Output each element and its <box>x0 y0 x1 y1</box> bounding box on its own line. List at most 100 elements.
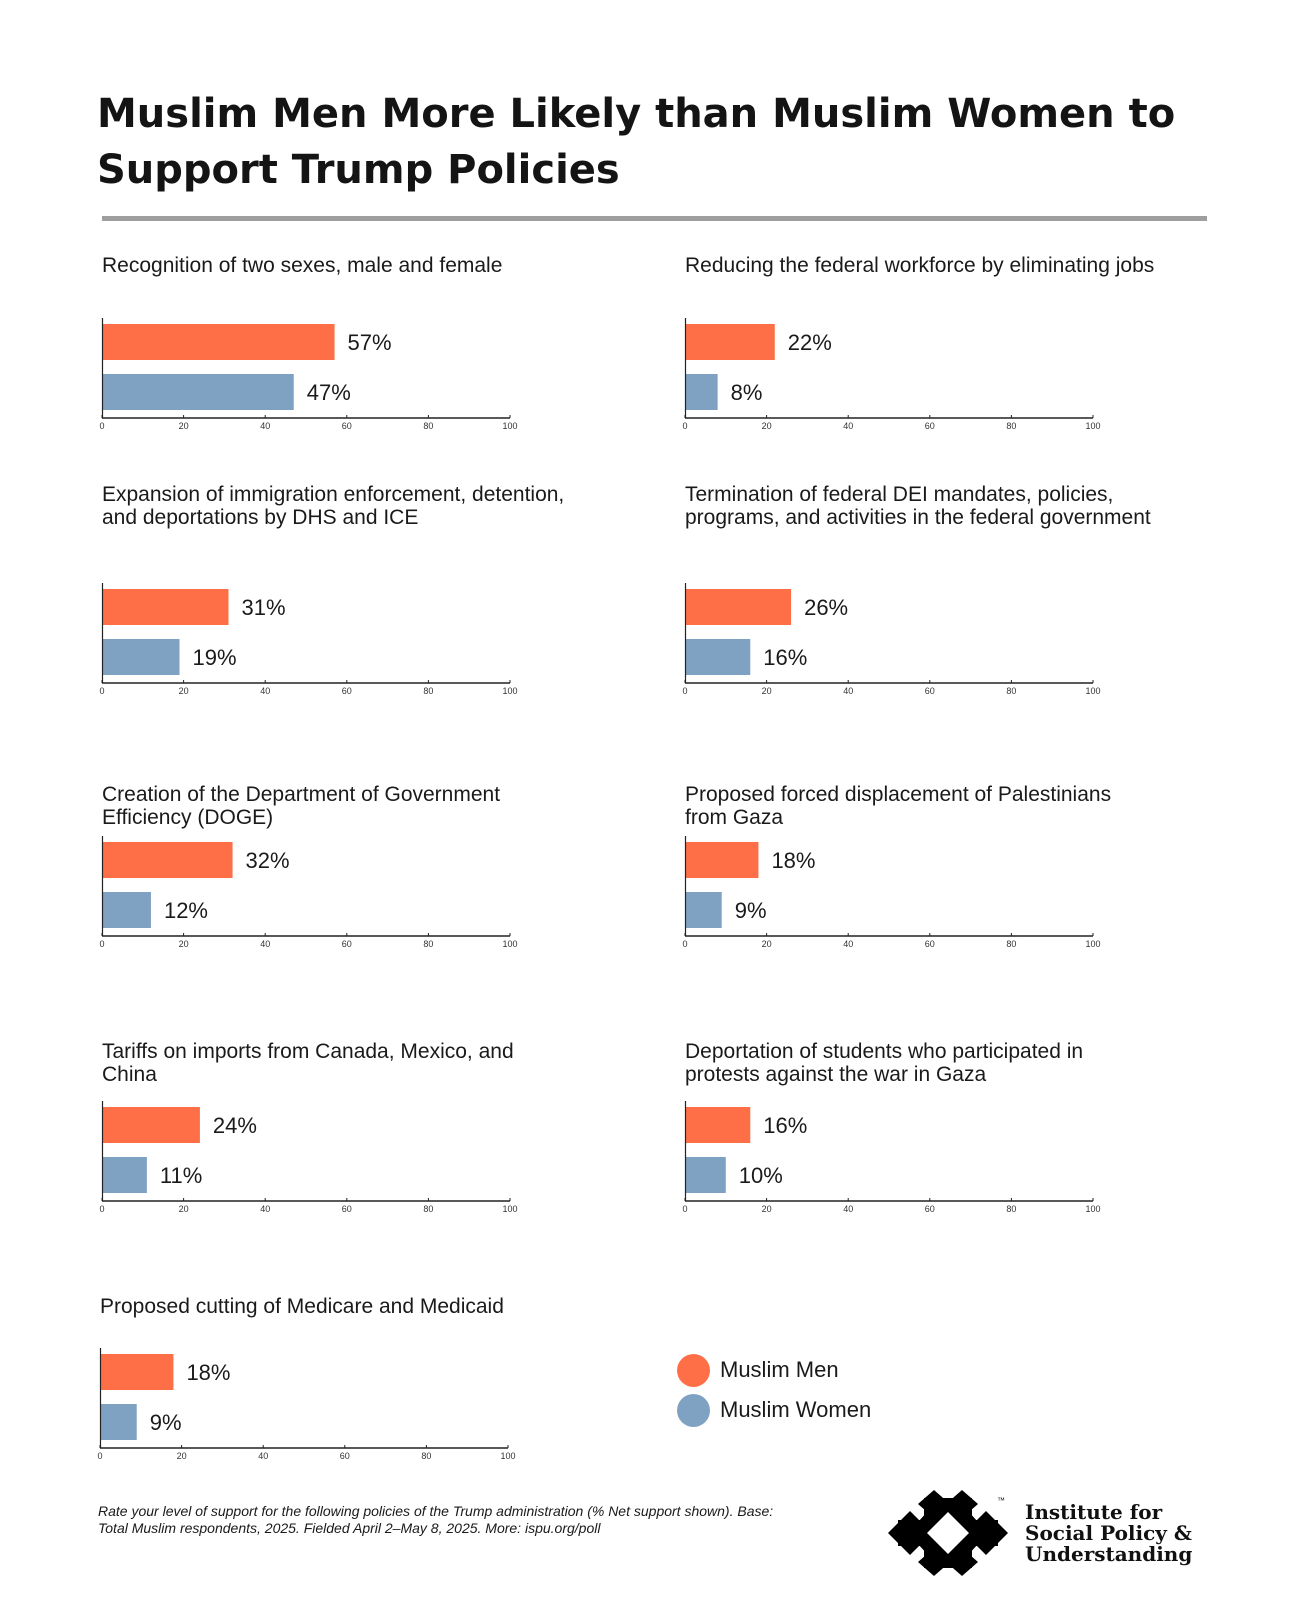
x-tick-label: 80 <box>1006 939 1016 949</box>
x-tick-label: 40 <box>260 939 270 949</box>
trademark-mark: ™ <box>997 1496 1005 1505</box>
x-tick-label: 60 <box>342 421 352 431</box>
panel-title: Proposed forced displacement of Palestin… <box>685 783 1112 829</box>
legend-label-women: Muslim Women <box>720 1397 872 1422</box>
bar-men <box>685 1107 751 1143</box>
x-tick-label: 60 <box>925 421 935 431</box>
legend: Muslim Men Muslim Women <box>677 1350 871 1430</box>
bar-women <box>685 892 722 928</box>
x-tick-label: 60 <box>925 939 935 949</box>
data-label-women: 9% <box>735 898 767 923</box>
x-tick-label: 100 <box>1085 421 1100 431</box>
x-tick-label: 100 <box>1085 1204 1100 1214</box>
chart-panel-1: Reducing the federal workforce by elimin… <box>682 254 1205 504</box>
bar-chart: 16% 10% 0 20 40 60 80 100 <box>682 1101 1101 1214</box>
data-label-men: 24% <box>213 1113 257 1138</box>
x-tick-label: 0 <box>682 939 687 949</box>
bar-women <box>685 374 718 410</box>
x-tick-label: 80 <box>421 1451 431 1461</box>
x-tick-label: 0 <box>682 686 687 696</box>
x-tick-label: 0 <box>682 421 687 431</box>
x-tick-label: 20 <box>762 686 772 696</box>
bar-women <box>102 892 151 928</box>
legend-label-men: Muslim Men <box>720 1357 839 1382</box>
x-tick-label: 60 <box>925 1204 935 1214</box>
bar-women <box>102 639 180 675</box>
bar-chart: 18%9% 0 20 40 60 80 100 <box>682 836 1101 949</box>
x-tick-label: 40 <box>258 1451 268 1461</box>
data-label-women: 47% <box>307 380 351 405</box>
chart-panel-8: Proposed cutting of Medicare and Medicai… <box>97 1295 620 1545</box>
x-tick-label: 60 <box>342 1204 352 1214</box>
x-tick-label: 0 <box>682 1204 687 1214</box>
x-tick-label: 20 <box>179 939 189 949</box>
x-tick-label: 0 <box>99 939 104 949</box>
x-tick-label: 100 <box>1085 939 1100 949</box>
x-tick-label: 40 <box>843 686 853 696</box>
bar-chart: 18%9% 0 20 40 60 80 100 <box>97 1348 516 1461</box>
bar-men <box>102 324 335 360</box>
bar-women <box>100 1404 137 1440</box>
data-label-men: 26% <box>804 595 848 620</box>
data-label-women: 12% <box>164 898 208 923</box>
panel-title: Deportation of students who participated… <box>685 1040 1084 1086</box>
x-tick-label: 60 <box>925 686 935 696</box>
data-label-women: 10% <box>739 1163 783 1188</box>
x-tick-label: 40 <box>843 421 853 431</box>
panel-title: Reducing the federal workforce by elimin… <box>685 254 1155 277</box>
bar-women <box>685 1157 726 1193</box>
bar-men <box>685 842 759 878</box>
x-tick-label: 100 <box>502 1204 517 1214</box>
legend-item-men: Muslim Men <box>677 1350 871 1390</box>
bar-women <box>102 374 294 410</box>
x-tick-label: 40 <box>843 1204 853 1214</box>
x-tick-label: 100 <box>502 686 517 696</box>
title-divider <box>102 216 1207 221</box>
x-tick-label: 60 <box>342 939 352 949</box>
data-label-men: 32% <box>246 848 290 873</box>
bar-men <box>685 324 775 360</box>
panel-title: Recognition of two sexes, male and femal… <box>102 254 503 277</box>
x-tick-label: 100 <box>502 421 517 431</box>
data-label-women: 8% <box>731 380 763 405</box>
x-tick-label: 20 <box>177 1451 187 1461</box>
ispu-logo-icon <box>888 1490 1008 1576</box>
organization-name-line-3: Understanding <box>1025 1542 1193 1566</box>
bar-chart: 26% 16% 0 20 40 60 80 100 <box>682 583 1101 696</box>
data-label-women: 9% <box>150 1410 182 1435</box>
bar-men <box>685 589 792 625</box>
panel-title: Creation of the Department of Government… <box>102 783 501 829</box>
legend-item-women: Muslim Women <box>677 1390 871 1430</box>
data-label-women: 19% <box>193 645 237 670</box>
bar-chart: 24% 11% 0 20 40 60 80 100 <box>99 1101 518 1214</box>
x-tick-label: 20 <box>762 939 772 949</box>
x-tick-label: 80 <box>423 1204 433 1214</box>
data-label-men: 16% <box>763 1113 807 1138</box>
x-tick-label: 80 <box>1006 686 1016 696</box>
data-label-women: 11% <box>160 1163 202 1188</box>
data-label-men: 57% <box>348 330 392 355</box>
x-tick-label: 20 <box>179 421 189 431</box>
data-label-men: 18% <box>771 848 815 873</box>
bar-men <box>102 1107 200 1143</box>
bar-chart: 32% 12% 0 20 40 60 80 100 <box>99 836 518 949</box>
x-tick-label: 80 <box>423 686 433 696</box>
x-tick-label: 80 <box>423 421 433 431</box>
legend-swatch-men <box>677 1353 710 1387</box>
x-tick-label: 80 <box>423 939 433 949</box>
chart-panel-0: Recognition of two sexes, male and femal… <box>99 254 622 504</box>
x-tick-label: 100 <box>1085 686 1100 696</box>
bar-chart: 22% 8% 0 20 40 60 80 100 <box>682 318 1101 431</box>
x-tick-label: 60 <box>342 686 352 696</box>
x-tick-label: 20 <box>762 421 772 431</box>
chart-panel-5: Proposed forced displacement of Palestin… <box>682 783 1205 1033</box>
panel-title: Tariffs on imports from Canada, Mexico, … <box>102 1040 514 1086</box>
x-tick-label: 40 <box>260 1204 270 1214</box>
bar-women <box>102 1157 147 1193</box>
x-tick-label: 20 <box>179 686 189 696</box>
chart-panel-2: Expansion of immigration enforcement, de… <box>99 483 622 733</box>
chart-title: Muslim Men More Likely than Muslim Women… <box>97 91 1176 193</box>
x-tick-label: 100 <box>502 939 517 949</box>
organization-name: Institute for Social Policy & Understand… <box>1025 1502 1192 1565</box>
bar-women <box>685 639 751 675</box>
